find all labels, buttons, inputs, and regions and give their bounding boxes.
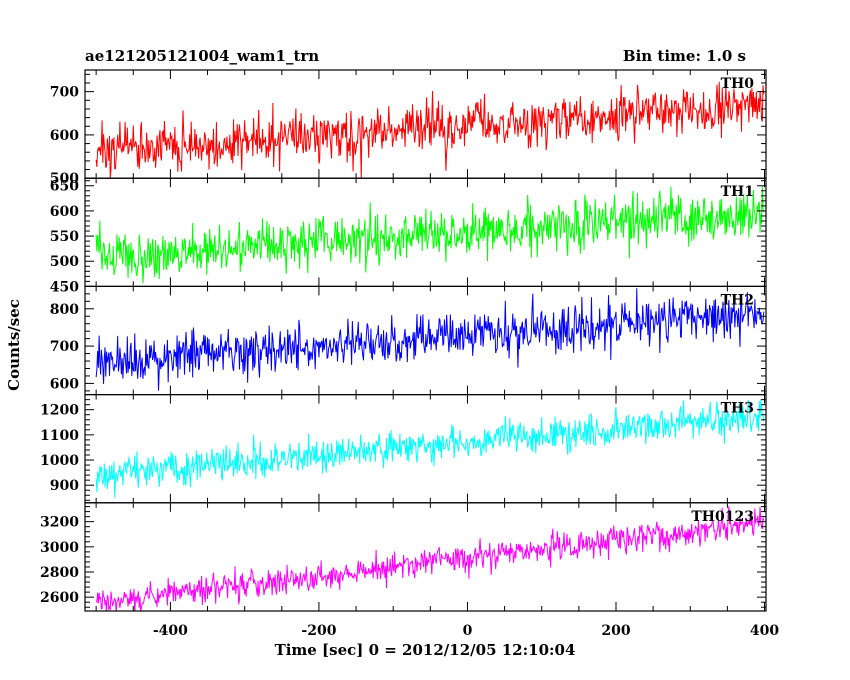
x-axis: -400 -200 0 200 400 (153, 623, 779, 639)
series-th0123-line (95, 506, 765, 611)
y-tick-label: 3200 (40, 515, 79, 531)
panel-label-th1: TH1 (721, 184, 754, 200)
x-tick-label: -200 (301, 623, 336, 639)
y-tick-label: 3000 (40, 540, 79, 556)
y-tick-label: 700 (50, 85, 79, 101)
panel-th2: 600 700 800 TH2 (50, 285, 767, 396)
y-axis-title: Counts/sec (5, 299, 23, 391)
x-tick-label: 200 (601, 623, 630, 639)
y-tick-label: 700 (50, 339, 79, 355)
panel-label-th0123: TH0123 (691, 509, 754, 525)
y-tick-label: 1100 (40, 428, 79, 444)
x-tick-label: 0 (463, 623, 473, 639)
panel-th3: 900 1000 1100 1200 TH3 (40, 394, 767, 504)
y-tick-label: 450 (50, 279, 79, 295)
series-th2-line (95, 288, 765, 391)
y-tick-label: 800 (50, 302, 79, 318)
y-tick-label: 2800 (40, 565, 79, 581)
panel-th1: 450 500 550 600 650 TH1 (50, 177, 767, 295)
y-tick-label: 500 (50, 254, 79, 270)
y-tick-label: 2600 (40, 590, 79, 606)
y-tick-label: 900 (50, 478, 79, 494)
y-tick-label: 1200 (40, 403, 79, 419)
y-tick-label: 600 (50, 128, 79, 144)
y-tick-label: 550 (50, 229, 79, 245)
series-th3-line (95, 399, 765, 498)
x-tick-label: -400 (153, 623, 188, 639)
y-tick-label: 600 (50, 204, 79, 220)
y-tick-label: 600 (50, 376, 79, 392)
panel-label-th3: TH3 (721, 401, 754, 417)
panel-label-th2: TH2 (721, 292, 754, 308)
panel-th0123: 2600 2800 3000 3200 TH0123 (40, 502, 767, 612)
y-tick-label: 650 (50, 179, 79, 195)
x-axis-title: Time [sec] 0 = 2012/12/05 12:10:04 (275, 641, 576, 659)
y-tick-label: 500 (50, 171, 79, 187)
y-tick-label: 1000 (40, 453, 79, 469)
panels-group: 500 600 700 TH0 450 500 550 600 650 TH1 600 700 800 T… (40, 69, 767, 612)
panel-label-th0: TH0 (721, 76, 755, 92)
panel-th0: 500 600 700 TH0 (50, 69, 767, 187)
bin-time-label: Bin time: 1.0 s (623, 47, 746, 65)
series-th0-line (95, 81, 765, 179)
x-tick-label: 400 (750, 623, 779, 639)
series-th1-line (95, 185, 765, 284)
chart-title: ae121205121004_wam1_trn (85, 47, 319, 65)
